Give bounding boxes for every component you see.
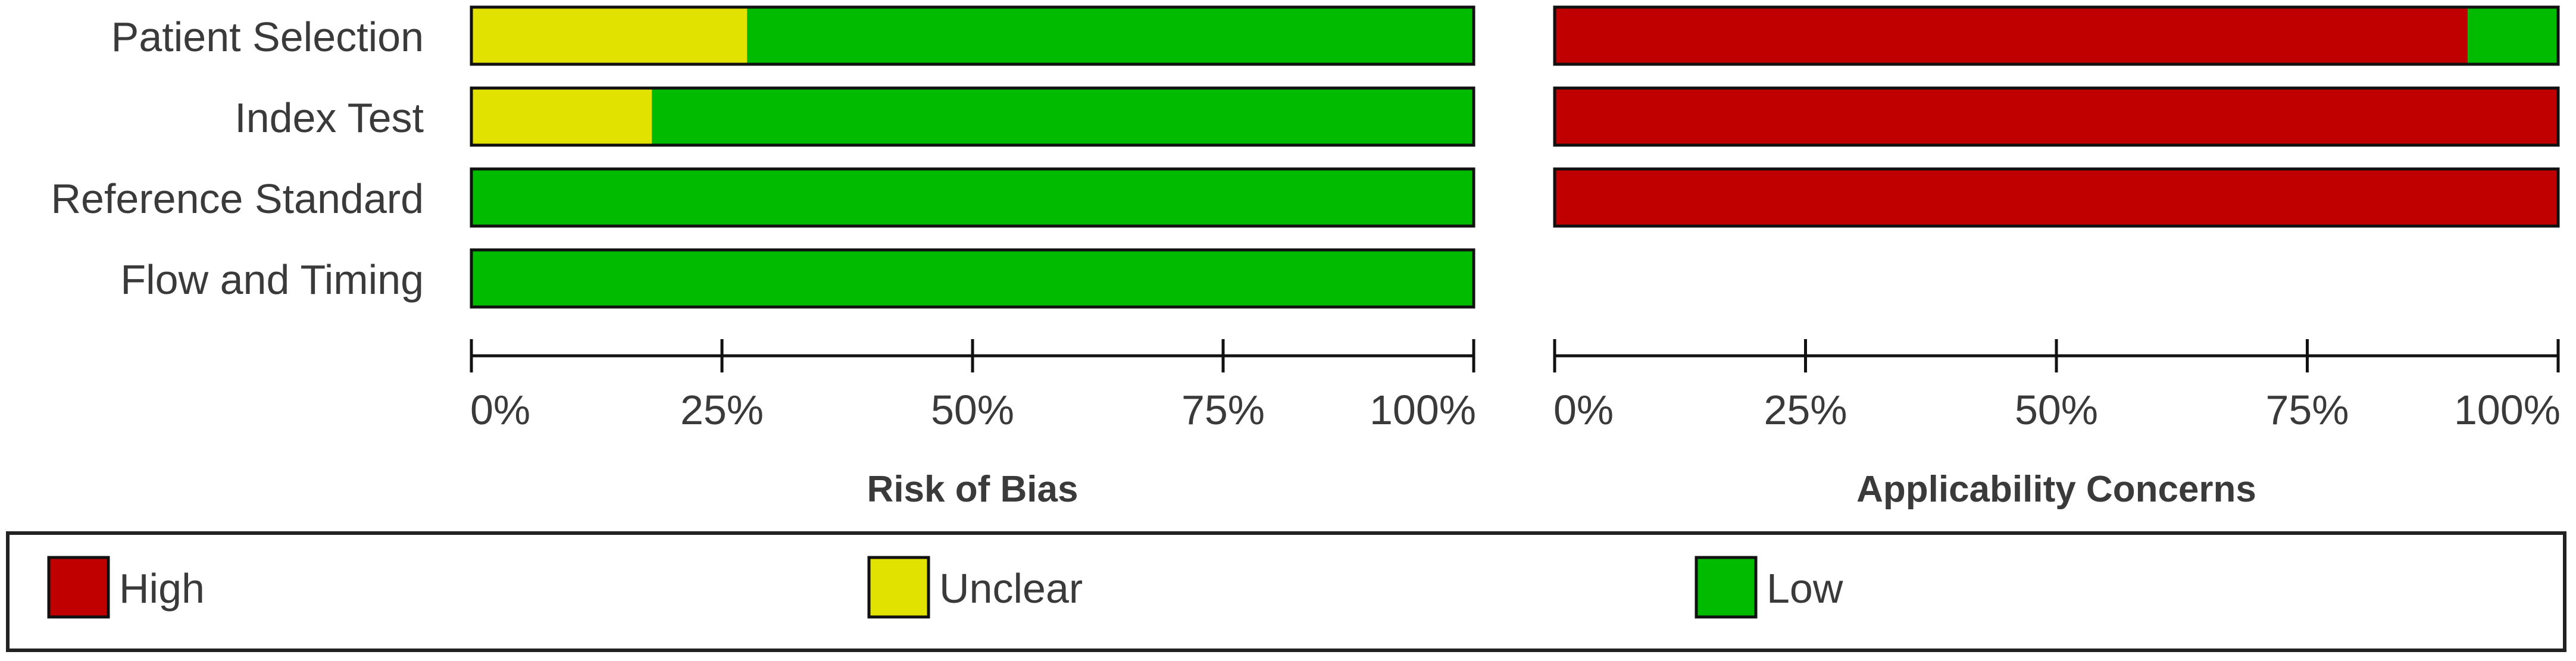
risk-of-bias-bar-index-test-unclear <box>471 88 652 145</box>
risk-of-bias-bar-reference-standard-low <box>471 169 1474 226</box>
risk-of-bias-bar-patient-selection-unclear <box>471 7 748 64</box>
risk-of-bias-x-tick-label-2: 50% <box>931 387 1014 433</box>
legend-swatch-unclear <box>867 556 930 619</box>
applicability-concerns-x-tick-label-1: 25% <box>1764 387 1847 433</box>
applicability-concerns-x-tick-label-2: 50% <box>2015 387 2098 433</box>
applicability-concerns-bar-patient-selection-high <box>1555 7 2468 64</box>
risk-of-bias-title: Risk of Bias <box>867 469 1078 510</box>
legend-swatch-high <box>47 556 110 619</box>
risk-of-bias-bar-outline-reference-standard <box>470 167 1475 228</box>
legend-label-unclear: Unclear <box>939 565 1083 612</box>
applicability-concerns-x-tick-label-3: 75% <box>2265 387 2349 433</box>
risk-of-bias-bar-index-test-low <box>652 88 1474 145</box>
category-label-reference-standard: Reference Standard <box>51 176 424 222</box>
risk-of-bias-x-tick-label-4: 100% <box>1370 387 1476 433</box>
risk-of-bias-x-tick-label-1: 25% <box>680 387 764 433</box>
applicability-concerns-x-tick-label-0: 0% <box>1553 387 1614 433</box>
applicability-concerns-title: Applicability Concerns <box>1856 469 2256 510</box>
category-label-index-test: Index Test <box>235 95 424 141</box>
applicability-concerns-bar-outline-patient-selection <box>1553 5 2560 66</box>
applicability-concerns-bar-patient-selection-low <box>2468 7 2558 64</box>
risk-of-bias-bar-outline-index-test <box>470 86 1475 147</box>
applicability-concerns-x-tick-label-4: 100% <box>2454 387 2561 433</box>
legend <box>6 531 2566 652</box>
risk-of-bias-bar-flow-and-timing-low <box>471 250 1474 307</box>
legend-swatch-low <box>1695 556 1758 619</box>
category-label-patient-selection: Patient Selection <box>111 14 424 60</box>
applicability-concerns-bar-outline-index-test <box>1553 86 2560 147</box>
legend-label-low: Low <box>1767 565 1843 612</box>
risk-of-bias-bar-outline-flow-and-timing <box>470 248 1475 309</box>
risk-of-bias-x-tick-label-3: 75% <box>1181 387 1265 433</box>
legend-label-high: High <box>119 565 205 612</box>
applicability-concerns-bar-reference-standard-high <box>1555 169 2558 226</box>
applicability-concerns-bar-outline-reference-standard <box>1553 167 2560 228</box>
risk-of-bias-bar-patient-selection-low <box>747 7 1474 64</box>
category-label-flow-and-timing: Flow and Timing <box>120 256 424 303</box>
risk-of-bias-bar-outline-patient-selection <box>470 5 1475 66</box>
risk-of-bias-x-tick-label-0: 0% <box>470 387 530 433</box>
applicability-concerns-bar-index-test-high <box>1555 88 2558 145</box>
